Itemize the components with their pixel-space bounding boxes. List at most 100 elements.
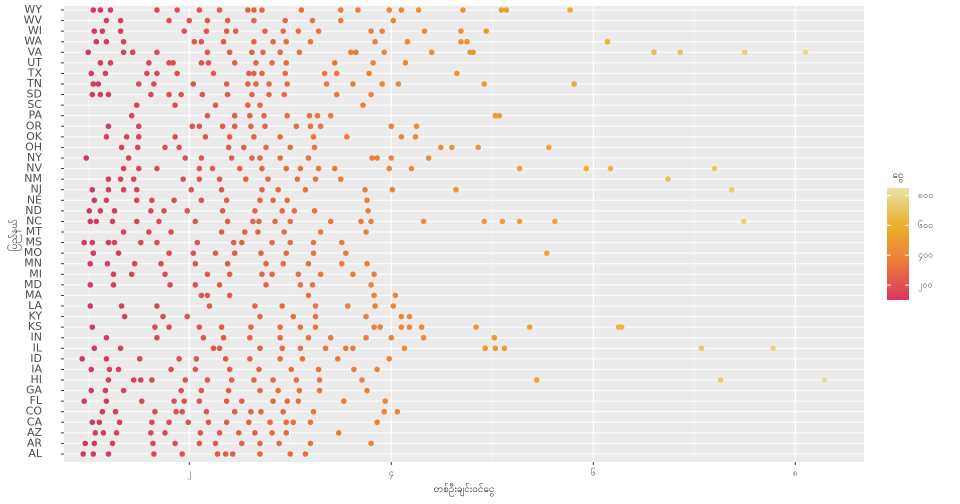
point <box>206 303 213 309</box>
colorbar <box>887 188 909 300</box>
point <box>253 81 259 87</box>
y-tick-label: AZ <box>27 426 43 439</box>
point <box>281 91 288 98</box>
y-tick-label: HI <box>30 373 42 386</box>
point <box>235 430 242 436</box>
point <box>267 419 273 426</box>
point <box>297 282 304 288</box>
point <box>166 419 172 426</box>
point <box>120 165 127 172</box>
point <box>110 282 117 288</box>
point <box>288 366 295 373</box>
y-tick-label: OR <box>26 119 43 132</box>
point <box>263 144 269 151</box>
point <box>247 334 253 341</box>
point <box>802 49 809 56</box>
point <box>202 134 209 140</box>
point <box>607 165 614 172</box>
point <box>230 239 237 246</box>
point <box>192 260 199 267</box>
point <box>257 155 263 161</box>
point <box>257 102 263 108</box>
point <box>365 208 371 214</box>
point <box>363 334 369 341</box>
point <box>154 7 160 13</box>
point <box>717 377 724 383</box>
point <box>331 165 338 172</box>
point <box>337 7 344 13</box>
y-tick-label: NV <box>26 162 42 175</box>
point <box>248 324 254 330</box>
point <box>198 387 205 394</box>
point <box>437 144 444 151</box>
point <box>91 345 98 352</box>
point <box>458 38 464 45</box>
point <box>205 60 212 66</box>
point <box>453 186 459 193</box>
point <box>296 387 303 394</box>
point <box>180 176 186 182</box>
point <box>128 271 135 278</box>
point <box>249 49 255 56</box>
point <box>317 123 324 130</box>
point <box>166 17 172 24</box>
point <box>389 186 396 193</box>
point <box>283 430 290 436</box>
x-tick-label: ၆ <box>591 468 596 479</box>
y-tick-label: IN <box>31 331 42 344</box>
point <box>413 123 420 130</box>
point <box>115 250 122 256</box>
point <box>154 49 160 56</box>
point <box>276 440 282 447</box>
point <box>220 38 227 45</box>
point <box>492 112 499 119</box>
point <box>388 155 395 161</box>
point <box>87 303 94 309</box>
point <box>238 398 245 404</box>
point <box>364 387 370 394</box>
point <box>198 197 205 204</box>
point <box>117 28 124 34</box>
point <box>192 366 199 373</box>
point <box>374 419 380 426</box>
point <box>287 451 294 457</box>
point <box>371 271 377 278</box>
point <box>369 155 375 161</box>
point <box>290 419 297 426</box>
point <box>282 17 289 24</box>
point <box>242 229 248 235</box>
point <box>238 440 245 447</box>
point <box>133 218 140 225</box>
point <box>79 356 85 362</box>
point <box>105 91 112 98</box>
point <box>149 419 155 426</box>
point <box>305 334 312 341</box>
point <box>454 70 460 77</box>
point <box>266 81 272 87</box>
point <box>236 165 243 172</box>
point <box>297 165 304 172</box>
point <box>677 49 683 56</box>
point <box>260 49 266 56</box>
point <box>166 324 172 330</box>
point <box>364 260 370 267</box>
point <box>533 377 540 383</box>
point <box>210 70 217 77</box>
y-tick-label: AL <box>28 447 43 460</box>
point <box>302 451 309 457</box>
point <box>368 282 374 288</box>
point <box>293 377 300 383</box>
point <box>246 419 252 426</box>
point <box>198 38 205 45</box>
point <box>258 408 264 415</box>
y-tick-label: SC <box>27 98 42 111</box>
point <box>272 218 278 225</box>
point <box>355 7 361 13</box>
point <box>307 38 314 45</box>
point <box>133 197 140 204</box>
point <box>386 165 393 172</box>
y-tick-label: CA <box>27 415 43 428</box>
point <box>277 324 283 330</box>
point <box>284 81 291 87</box>
point <box>287 239 294 246</box>
